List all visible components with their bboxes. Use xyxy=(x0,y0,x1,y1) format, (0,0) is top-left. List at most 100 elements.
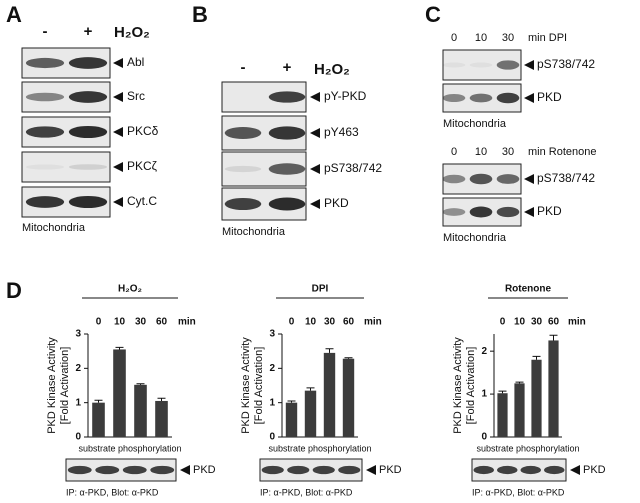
y-axis-label-line: [Fold Activation] xyxy=(59,347,71,425)
error-bar xyxy=(306,387,315,391)
band xyxy=(224,165,262,173)
blot-footer: Mitochondria xyxy=(222,226,286,238)
band xyxy=(261,465,284,475)
band xyxy=(497,465,518,475)
arrow xyxy=(113,197,123,207)
blot xyxy=(65,458,177,482)
panel-letter: B xyxy=(192,2,208,27)
blot-label: Abl xyxy=(127,55,144,69)
band xyxy=(496,92,520,104)
x-unit: min xyxy=(364,317,382,328)
y-tick-label: 0 xyxy=(269,432,275,443)
blot-label: pY-PKD xyxy=(324,89,367,103)
band xyxy=(442,208,466,216)
lane-label: + xyxy=(283,59,292,76)
error-bar xyxy=(287,400,296,403)
bar xyxy=(155,400,168,437)
y-tick-label: 0 xyxy=(481,432,487,443)
x-tick-label: 10 xyxy=(114,317,126,328)
band xyxy=(496,60,520,70)
x-tick-label: 60 xyxy=(156,317,168,328)
blot-label: PKCζ xyxy=(127,159,158,173)
band xyxy=(544,465,565,475)
y-tick-label: 1 xyxy=(481,389,487,400)
lane-label: 30 xyxy=(502,146,514,158)
bar xyxy=(92,402,105,437)
y-tick-label: 3 xyxy=(75,329,81,340)
error-bar xyxy=(344,357,353,359)
error-bar xyxy=(515,381,524,384)
arrow xyxy=(113,162,123,172)
blot xyxy=(21,151,111,183)
blot-footer: Mitochondria xyxy=(443,118,507,130)
lane-label: - xyxy=(43,23,48,40)
blot-label: PKD xyxy=(379,464,402,476)
y-axis-label-line: PKD Kinase Activity xyxy=(240,337,252,434)
blot-label: pS738/742 xyxy=(537,57,595,71)
caption: substrate phosphorylation xyxy=(476,443,579,453)
band xyxy=(473,465,494,475)
x-tick-label: 30 xyxy=(531,317,543,328)
band xyxy=(442,93,466,103)
band xyxy=(68,195,108,209)
band xyxy=(496,174,520,184)
x-tick-label: 0 xyxy=(96,317,102,328)
band xyxy=(442,174,466,184)
x-tick-label: 30 xyxy=(324,317,336,328)
lane-label: + xyxy=(84,23,93,40)
y-tick-label: 1 xyxy=(75,397,81,408)
bar xyxy=(304,390,317,437)
blot-label: pS738/742 xyxy=(324,161,382,175)
arrow xyxy=(113,127,123,137)
arrow xyxy=(113,92,123,102)
blot-label: Cyt.C xyxy=(127,194,157,208)
bar xyxy=(323,352,336,437)
y-tick-label: 1 xyxy=(269,397,275,408)
arrow xyxy=(524,174,534,184)
y-axis-label-line: PKD Kinase Activity xyxy=(46,337,58,434)
band xyxy=(496,206,520,218)
y-tick-label: 2 xyxy=(269,363,275,374)
band xyxy=(469,206,493,218)
band xyxy=(520,465,541,475)
band xyxy=(287,465,310,475)
band xyxy=(68,164,108,170)
arrow xyxy=(366,465,376,475)
x-tick-label: 0 xyxy=(289,317,295,328)
treatment-label: H₂O₂ xyxy=(314,61,350,78)
y-axis-label-line: [Fold Activation] xyxy=(465,347,477,425)
arrow xyxy=(570,465,580,475)
bar xyxy=(134,384,147,437)
band xyxy=(268,197,306,211)
y-tick-label: 3 xyxy=(269,329,275,340)
x-tick-label: 30 xyxy=(135,317,147,328)
error-bar xyxy=(325,348,334,353)
blot-label: PKD xyxy=(583,464,606,476)
band xyxy=(442,62,466,68)
x-tick-label: 10 xyxy=(514,317,526,328)
band xyxy=(469,173,493,185)
chart-title: H₂O₂ xyxy=(118,284,142,295)
treatment-label: min Rotenone xyxy=(528,146,597,158)
band xyxy=(25,57,65,69)
y-tick-label: 2 xyxy=(75,363,81,374)
bar xyxy=(342,358,355,437)
x-tick-label: 0 xyxy=(500,317,506,328)
caption: substrate phosphorylation xyxy=(78,443,181,453)
x-unit: min xyxy=(178,317,196,328)
error-bar xyxy=(498,390,507,394)
band xyxy=(224,127,262,139)
blot-footer: IP: α-PKD, Blot: α-PKD xyxy=(472,487,565,497)
lane-label: 10 xyxy=(475,146,487,158)
blot-label: PKD xyxy=(324,196,349,210)
error-bar xyxy=(532,355,541,360)
bar xyxy=(548,340,559,437)
band xyxy=(68,91,108,103)
treatment-label: min DPI xyxy=(528,32,567,44)
arrow xyxy=(180,465,190,475)
bar xyxy=(285,402,298,437)
arrow xyxy=(310,199,320,209)
panel-letter: D xyxy=(6,278,22,303)
blot-label: PKCδ xyxy=(127,124,159,138)
